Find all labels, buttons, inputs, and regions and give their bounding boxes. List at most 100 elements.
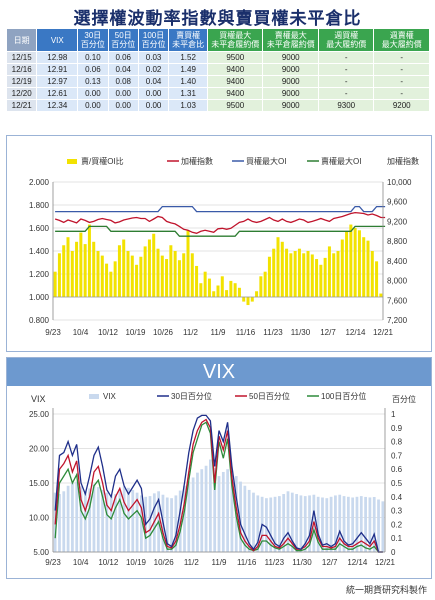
table-cell: 12/19 xyxy=(5,75,38,88)
vix-bar xyxy=(200,469,204,552)
table-cell: 9000 xyxy=(262,99,319,112)
table-cell: 12.34 xyxy=(36,99,79,112)
y-right-tick: 8,000 xyxy=(387,277,408,286)
oi-ratio-bar xyxy=(87,224,91,297)
x-tick: 11/2 xyxy=(184,558,200,567)
y-right-tick: 0.8 xyxy=(391,438,403,447)
oi-ratio-bar xyxy=(190,253,194,297)
p50-line xyxy=(54,418,383,553)
table-cell: 12/21 xyxy=(5,99,38,112)
x-tick: 10/4 xyxy=(73,328,89,337)
vix-bar xyxy=(308,495,311,552)
header-weekly-call: 週買權 最大履約價 xyxy=(317,28,375,52)
vix-bar xyxy=(338,494,342,552)
y-left-tick: 20.00 xyxy=(29,445,50,454)
oi-ratio-bar xyxy=(357,230,361,297)
table-cell: 0.10 xyxy=(77,51,109,64)
vix-bar xyxy=(372,497,376,552)
vix-bar xyxy=(101,489,104,552)
oi-ratio-bar xyxy=(186,230,190,297)
oi-ratio-bar xyxy=(70,251,74,297)
table-cell: 9000 xyxy=(262,63,319,76)
oi-ratio-bar xyxy=(319,264,323,297)
vix-bar xyxy=(325,498,329,552)
vix-bar xyxy=(75,481,79,552)
x-tick: 10/4 xyxy=(73,558,89,567)
vix-bar xyxy=(359,496,363,552)
y-left-title: VIX xyxy=(31,394,46,404)
table-cell: 9500 xyxy=(206,99,264,112)
table-row: 12/21 12.34 0.00 0.00 0.00 1.03 9500 9000 9300 92… xyxy=(5,99,430,112)
taiex-line xyxy=(54,211,386,234)
table-row: 12/19 12.97 0.13 0.08 0.04 1.40 9400 9000- - xyxy=(5,75,430,88)
oi-ratio-bar xyxy=(113,261,117,297)
vix-bar xyxy=(303,496,307,552)
vix-bar xyxy=(252,492,255,552)
oi-ratio-bar xyxy=(285,248,289,297)
header-vix: VIX xyxy=(36,28,79,52)
header-p30: 30日 百分位 xyxy=(77,28,109,52)
vix-bar xyxy=(230,472,234,552)
y-right-tick: 8,800 xyxy=(387,237,408,246)
table-cell: 9200 xyxy=(373,99,430,112)
legend-label: 50日百分位 xyxy=(249,391,290,401)
vix-bar xyxy=(217,476,221,552)
table-cell: 0.03 xyxy=(137,51,170,64)
legend-label: 加權指數 xyxy=(181,156,213,166)
header-pc-ratio: 賣買權 未平倉比 xyxy=(168,28,208,52)
x-tick: 12/7 xyxy=(322,558,338,567)
vix-bar xyxy=(265,498,268,552)
oi-ratio-bar xyxy=(173,251,177,297)
vix-bar xyxy=(334,495,337,552)
header-p100: 100日 百分位 xyxy=(137,28,170,52)
vix-bar xyxy=(208,459,212,552)
oi-ratio-bar xyxy=(62,245,66,297)
table-cell: 1.31 xyxy=(168,87,208,100)
vix-bar xyxy=(118,489,122,552)
oi-ratio-chart: 賣/買權OI比 加權指數 買權最大OI 賣權最大OI 加權指數 2.000 1.800 1.6… xyxy=(29,156,419,337)
vix-bar xyxy=(148,496,152,552)
vix-bar xyxy=(83,491,87,552)
x-tick: 10/26 xyxy=(153,328,174,337)
table-cell: 12/20 xyxy=(5,87,38,100)
vix-bar xyxy=(88,488,92,552)
oi-ratio-bar xyxy=(302,253,306,297)
y-right-tick: 0.4 xyxy=(391,493,403,502)
x-tick: 11/9 xyxy=(212,558,228,567)
y-left-tick: 25.00 xyxy=(29,410,50,419)
oi-ratio-bar xyxy=(332,253,336,297)
y-right-tick: 0.9 xyxy=(391,424,403,433)
x-tick: 12/21 xyxy=(373,328,394,337)
table-cell: 0.04 xyxy=(137,75,170,88)
y-right-tick: 9,200 xyxy=(387,217,408,226)
y-right-tick: 0 xyxy=(391,548,396,557)
vix-bar xyxy=(109,495,113,552)
table-cell: - xyxy=(373,75,430,88)
table-cell: 12.61 xyxy=(36,87,79,100)
oi-ratio-bar xyxy=(237,287,241,297)
table-cell: 0.02 xyxy=(137,63,170,76)
vix-bar xyxy=(247,489,251,552)
oi-ratio-bar xyxy=(250,297,254,302)
y-right-tick: 7,600 xyxy=(387,296,408,305)
vix-bar xyxy=(355,496,359,552)
y-left-tick: 0.800 xyxy=(29,316,50,325)
table-cell: 9000 xyxy=(262,51,319,64)
y-left-tick: 1.400 xyxy=(29,247,50,256)
legend-label: 賣權最大OI xyxy=(321,156,361,166)
x-tick: 10/12 xyxy=(98,328,119,337)
table-cell: 0.04 xyxy=(107,63,139,76)
oi-ratio-bar xyxy=(259,276,263,297)
y-right-tick: 0.5 xyxy=(391,479,403,488)
table-cell: 12.98 xyxy=(36,51,79,64)
oi-ratio-bar xyxy=(156,248,160,297)
table-cell: 9400 xyxy=(206,63,264,76)
vix-bar xyxy=(131,489,135,552)
y-right-tick: 0.1 xyxy=(391,534,403,543)
x-tick: 11/9 xyxy=(211,328,227,337)
y-right-tick: 0.7 xyxy=(391,451,403,460)
vix-bar xyxy=(170,498,173,552)
table-cell: 1.49 xyxy=(168,63,208,76)
oi-ratio-bar xyxy=(182,253,186,297)
vix-bar xyxy=(226,469,230,552)
